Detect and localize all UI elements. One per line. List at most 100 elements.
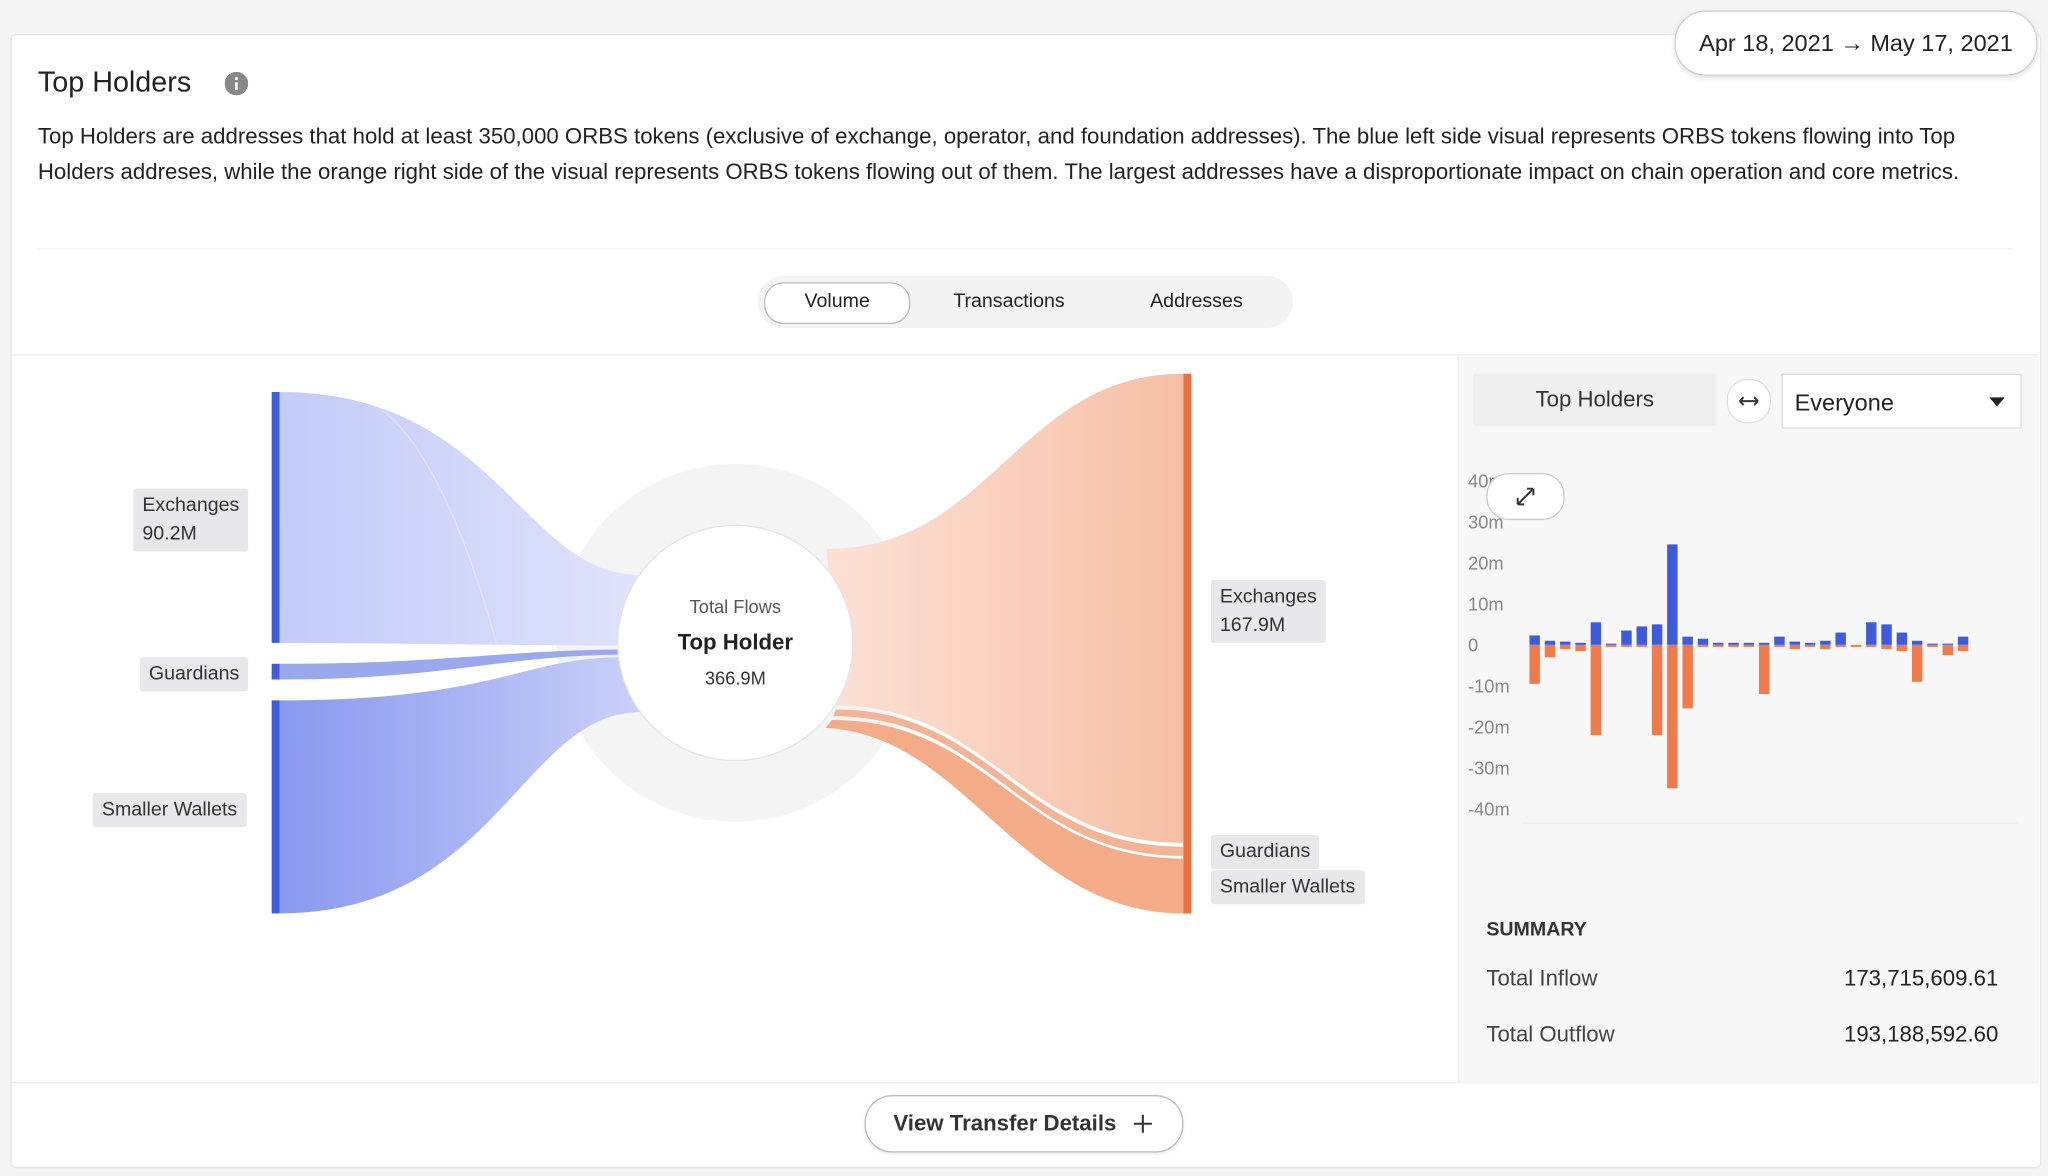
- bar: [1713, 644, 1724, 647]
- bar: [1667, 644, 1678, 789]
- outflow-band: [833, 709, 1184, 856]
- bar: [1835, 644, 1846, 647]
- bar: [1820, 640, 1831, 645]
- summary-value: 173,715,609.61: [1843, 965, 1999, 991]
- bar: [1697, 638, 1709, 645]
- bar: [1682, 636, 1693, 645]
- outflow-band: [825, 719, 1184, 914]
- dropdown-arrow: [1989, 397, 2005, 407]
- expand-button[interactable]: [1486, 473, 1565, 521]
- bar: [1560, 644, 1571, 649]
- y-tick-label: -30m: [1468, 757, 1510, 778]
- info-icon[interactable]: [224, 71, 249, 96]
- bar: [1560, 641, 1571, 645]
- bar: [1743, 644, 1755, 647]
- bar: [1789, 641, 1800, 645]
- outflow-band: [826, 373, 1184, 843]
- bar: [1590, 622, 1602, 645]
- bar: [1927, 643, 1938, 645]
- bar: [1636, 626, 1647, 645]
- bar: [1605, 644, 1617, 647]
- y-tick-label: 30m: [1468, 511, 1504, 532]
- y-tick-label: 0: [1468, 634, 1478, 655]
- bar: [1881, 644, 1892, 649]
- inflow-band: [279, 649, 622, 680]
- tab[interactable]: Transactions: [953, 290, 1065, 313]
- node-label: Exchanges 90.2M: [133, 488, 249, 552]
- tab[interactable]: Volume: [764, 282, 911, 325]
- tab-bar: Volume Transactions Addresses: [757, 275, 1294, 328]
- inflow-band: [279, 657, 640, 914]
- tab[interactable]: Addresses: [1150, 290, 1243, 313]
- y-tick-label: -40m: [1468, 798, 1510, 819]
- bar: [1621, 644, 1632, 647]
- bar: [1529, 644, 1540, 684]
- bar: [1682, 644, 1693, 709]
- band-shade: [378, 407, 497, 644]
- bar: [1804, 642, 1816, 645]
- divider: [37, 248, 2013, 250]
- bar: [1942, 643, 1953, 645]
- label-value: 167.9M: [1219, 614, 1286, 637]
- bar: [1758, 644, 1770, 695]
- bar: [1911, 640, 1923, 645]
- button-text: View Transfer Details: [893, 1110, 1117, 1136]
- center-caption: Total Flows: [690, 596, 781, 617]
- bar: [1529, 635, 1540, 645]
- bar: [1881, 624, 1892, 645]
- description: Top Holders are addresses that hold at l…: [37, 124, 1960, 184]
- swap-button[interactable]: [1726, 378, 1772, 424]
- filter-to[interactable]: Everyone: [1781, 373, 2022, 429]
- bar: [1590, 644, 1602, 736]
- bar: [1667, 544, 1678, 645]
- bar: [1728, 642, 1739, 645]
- y-tick-label: 10m: [1468, 593, 1504, 614]
- center-node: [617, 524, 854, 762]
- divider: [11, 1081, 2039, 1084]
- bar: [1957, 636, 1969, 645]
- inflow-band: [279, 392, 640, 646]
- label-text: Exchanges: [1219, 585, 1317, 608]
- bar: [1835, 632, 1846, 645]
- inflow-node: [271, 700, 280, 914]
- bar: [1896, 644, 1908, 652]
- bar: [1651, 624, 1663, 645]
- summary-label: Total Inflow: [1486, 965, 1598, 991]
- view-details-button[interactable]: View Transfer Details: [864, 1095, 1184, 1153]
- summary-label: Total Outflow: [1486, 1021, 1615, 1047]
- bar: [1942, 644, 1953, 656]
- y-tick-label: -20m: [1468, 716, 1510, 737]
- bar: [1804, 644, 1816, 647]
- node-label: Guardians: [1210, 834, 1320, 869]
- label-value: 90.2M: [142, 522, 197, 545]
- bar: [1758, 642, 1770, 645]
- bar: [1728, 644, 1739, 647]
- bar: [1957, 644, 1969, 652]
- center-title: Top Holder: [678, 629, 794, 654]
- y-tick-label: -10m: [1468, 675, 1510, 696]
- dropdown-value: Everyone: [1794, 389, 1894, 416]
- bar: [1621, 630, 1632, 645]
- summary-value: 193,188,592.60: [1843, 1021, 1999, 1047]
- bar: [1927, 644, 1938, 647]
- bar: [1789, 644, 1800, 649]
- bar: [1866, 622, 1877, 645]
- inflow-node: [271, 663, 280, 680]
- bar: [1896, 632, 1908, 645]
- bar: [1575, 642, 1586, 645]
- plus-icon: [1133, 1114, 1152, 1133]
- y-tick-label: 20m: [1468, 552, 1504, 573]
- bar: [1743, 642, 1755, 645]
- divider: [11, 354, 2039, 356]
- bar: [1866, 644, 1877, 647]
- inflow-node: [271, 392, 280, 643]
- bar: [1575, 644, 1586, 652]
- bar: [1713, 642, 1724, 645]
- node-label: Exchanges 167.9M: [1210, 580, 1326, 643]
- date-range-picker[interactable]: Apr 18, 2021 → May 17, 2021: [1674, 10, 2038, 76]
- bar: [1774, 636, 1785, 645]
- outflow-node: [1183, 373, 1192, 914]
- filter-from[interactable]: Top Holders: [1473, 373, 1717, 426]
